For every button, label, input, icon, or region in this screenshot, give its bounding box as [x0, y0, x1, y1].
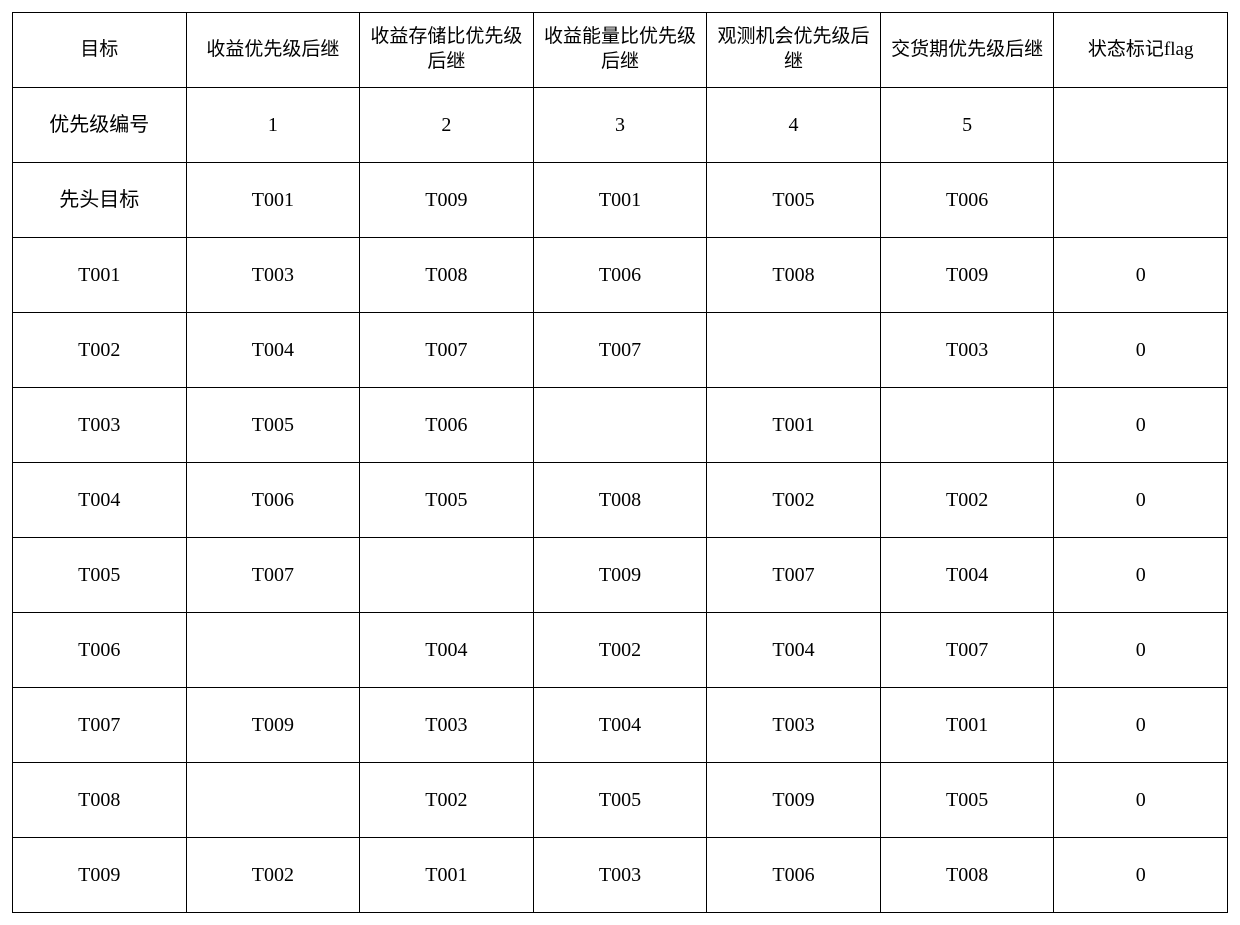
table-cell: 4 — [707, 88, 881, 163]
table-cell: T004 — [186, 313, 360, 388]
table-cell: 1 — [186, 88, 360, 163]
table-row: T009 T002 T001 T003 T006 T008 0 — [13, 838, 1228, 913]
table-cell: 先头目标 — [13, 163, 187, 238]
table-cell: T004 — [13, 463, 187, 538]
table-cell: T002 — [360, 763, 534, 838]
table-cell: T002 — [533, 613, 707, 688]
table-cell: T009 — [880, 238, 1054, 313]
table-cell: T005 — [186, 388, 360, 463]
table-cell: T007 — [707, 538, 881, 613]
table-cell: T006 — [707, 838, 881, 913]
table-cell: T003 — [533, 838, 707, 913]
table-cell: T007 — [360, 313, 534, 388]
table-cell: T009 — [533, 538, 707, 613]
table-cell: T001 — [13, 238, 187, 313]
table-cell: T002 — [186, 838, 360, 913]
table-cell: T001 — [533, 163, 707, 238]
table-cell: 0 — [1054, 538, 1228, 613]
table-cell: T003 — [13, 388, 187, 463]
table-cell: T003 — [186, 238, 360, 313]
table-body: 目标 收益优先级后继 收益存储比优先级后继 收益能量比优先级后继 观测机会优先级… — [13, 13, 1228, 913]
table-cell — [360, 538, 534, 613]
table-cell — [1054, 163, 1228, 238]
table-cell — [186, 763, 360, 838]
table-row: T003 T005 T006 T001 0 — [13, 388, 1228, 463]
table-cell: T009 — [13, 838, 187, 913]
table-cell: T003 — [360, 688, 534, 763]
table-cell: T001 — [186, 163, 360, 238]
table-cell: T001 — [880, 688, 1054, 763]
table-cell: T006 — [360, 388, 534, 463]
table-cell: T008 — [360, 238, 534, 313]
column-header: 收益优先级后继 — [186, 13, 360, 88]
table-cell — [707, 313, 881, 388]
table-cell: T009 — [360, 163, 534, 238]
priority-table: 目标 收益优先级后继 收益存储比优先级后继 收益能量比优先级后继 观测机会优先级… — [12, 12, 1228, 913]
table-cell: T006 — [880, 163, 1054, 238]
table-row: T001 T003 T008 T006 T008 T009 0 — [13, 238, 1228, 313]
table-cell: T007 — [533, 313, 707, 388]
table-cell: T004 — [880, 538, 1054, 613]
table-cell: T005 — [360, 463, 534, 538]
table-cell: T005 — [13, 538, 187, 613]
table-cell: 3 — [533, 88, 707, 163]
column-header: 交货期优先级后继 — [880, 13, 1054, 88]
table-cell: 0 — [1054, 838, 1228, 913]
table-cell: 0 — [1054, 688, 1228, 763]
table-row: T004 T006 T005 T008 T002 T002 0 — [13, 463, 1228, 538]
table-cell: 0 — [1054, 463, 1228, 538]
table-cell: T005 — [707, 163, 881, 238]
table-cell: 2 — [360, 88, 534, 163]
table-cell: T002 — [13, 313, 187, 388]
table-cell — [880, 388, 1054, 463]
table-cell: T002 — [880, 463, 1054, 538]
table-cell: T003 — [880, 313, 1054, 388]
table-cell: T009 — [186, 688, 360, 763]
column-header: 目标 — [13, 13, 187, 88]
table-cell: T006 — [186, 463, 360, 538]
table-cell — [186, 613, 360, 688]
table-row: T006 T004 T002 T004 T007 0 — [13, 613, 1228, 688]
table-cell: 0 — [1054, 613, 1228, 688]
table-cell: T002 — [707, 463, 881, 538]
table-cell: T007 — [880, 613, 1054, 688]
table-cell: T006 — [13, 613, 187, 688]
table-cell: T001 — [707, 388, 881, 463]
table-cell: 0 — [1054, 313, 1228, 388]
table-row: T007 T009 T003 T004 T003 T001 0 — [13, 688, 1228, 763]
table-cell: T004 — [707, 613, 881, 688]
table-cell: T004 — [533, 688, 707, 763]
table-cell: 0 — [1054, 238, 1228, 313]
table-cell: T007 — [186, 538, 360, 613]
table-cell: T007 — [13, 688, 187, 763]
table-cell: 0 — [1054, 388, 1228, 463]
table-cell: 5 — [880, 88, 1054, 163]
table-cell: T008 — [880, 838, 1054, 913]
table-header-row: 目标 收益优先级后继 收益存储比优先级后继 收益能量比优先级后继 观测机会优先级… — [13, 13, 1228, 88]
table-cell: T005 — [880, 763, 1054, 838]
table-row: 优先级编号 1 2 3 4 5 — [13, 88, 1228, 163]
table-cell: T004 — [360, 613, 534, 688]
table-cell: T008 — [13, 763, 187, 838]
table-cell: 0 — [1054, 763, 1228, 838]
column-header: 收益存储比优先级后继 — [360, 13, 534, 88]
table-cell: 优先级编号 — [13, 88, 187, 163]
table-cell: T006 — [533, 238, 707, 313]
table-cell: T005 — [533, 763, 707, 838]
table-row: T005 T007 T009 T007 T004 0 — [13, 538, 1228, 613]
table-row: 先头目标 T001 T009 T001 T005 T006 — [13, 163, 1228, 238]
table-cell: T009 — [707, 763, 881, 838]
column-header: 观测机会优先级后继 — [707, 13, 881, 88]
table-cell: T008 — [707, 238, 881, 313]
table-row: T002 T004 T007 T007 T003 0 — [13, 313, 1228, 388]
table-cell: T001 — [360, 838, 534, 913]
table-cell — [533, 388, 707, 463]
table-row: T008 T002 T005 T009 T005 0 — [13, 763, 1228, 838]
table-cell — [1054, 88, 1228, 163]
column-header: 状态标记flag — [1054, 13, 1228, 88]
table-cell: T008 — [533, 463, 707, 538]
table-cell: T003 — [707, 688, 881, 763]
column-header: 收益能量比优先级后继 — [533, 13, 707, 88]
